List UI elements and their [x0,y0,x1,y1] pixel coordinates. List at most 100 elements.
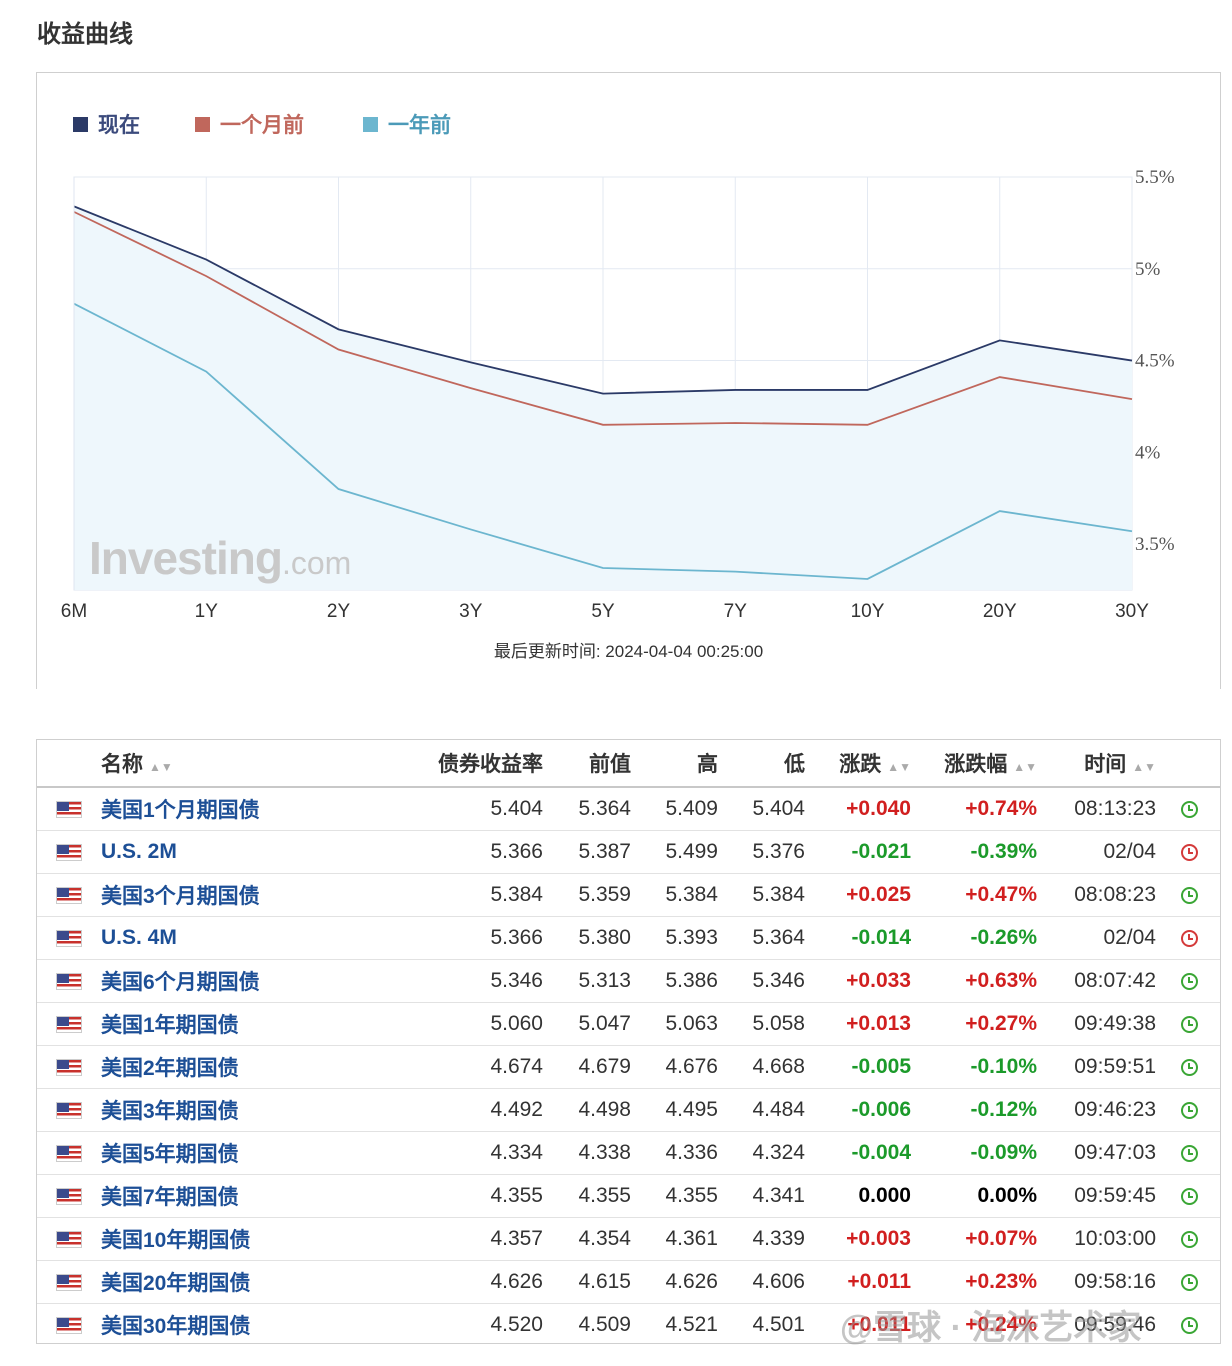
bond-name-link[interactable]: 美国2年期国债 [101,1045,381,1089]
table-row[interactable]: 美国20年期国债 4.626 4.615 4.626 4.606 +0.011 +0.23%… [37,1260,1220,1304]
table-row[interactable]: U.S. 4M 5.366 5.380 5.393 5.364 -0.014 -0.26% 0… [37,916,1220,960]
prev-value: 4.679 [543,1045,631,1089]
us-flag-icon [56,972,82,990]
sort-arrows-icon[interactable]: ▲▼ [1132,760,1156,774]
bond-name-link[interactable]: U.S. 4M [101,916,381,960]
low-value: 4.668 [718,1045,805,1089]
table-row[interactable]: 美国3年期国债 4.492 4.498 4.495 4.484 -0.006 -0.12% 0… [37,1088,1220,1132]
table-row[interactable]: U.S. 2M 5.366 5.387 5.499 5.376 -0.021 -0.39% 0… [37,830,1220,874]
bond-name-link[interactable]: 美国20年期国债 [101,1260,381,1304]
x-tick-label: 7Y [724,601,748,622]
yield-value: 4.520 [381,1303,543,1343]
y-tick-label: 4.5% [1135,351,1175,372]
table-row[interactable]: 美国5年期国债 4.334 4.338 4.336 4.324 -0.004 -0.09% 0… [37,1131,1220,1175]
yield-value: 5.384 [381,873,543,917]
legend-item-month-ago[interactable]: 一个月前 [195,109,304,139]
sort-arrows-icon[interactable]: ▲▼ [887,760,911,774]
low-value: 4.606 [718,1260,805,1304]
table-row[interactable]: 美国3个月期国债 5.384 5.359 5.384 5.384 +0.025 +0.47%… [37,873,1220,917]
table-row[interactable]: 美国6个月期国债 5.346 5.313 5.386 5.346 +0.033 +0.63%… [37,959,1220,1003]
status-cell [1156,1131,1220,1175]
header-name[interactable]: 名称 ▲▼ [101,740,381,788]
change-pct-value: -0.12% [911,1088,1037,1132]
change-value: -0.004 [805,1131,911,1175]
time-value: 08:08:23 [1037,873,1156,917]
legend-item-year-ago[interactable]: 一年前 [363,109,451,139]
green-clock-icon [1180,1144,1198,1162]
change-value: +0.003 [805,1217,911,1261]
series-line [73,205,1133,395]
table-row[interactable]: 美国7年期国债 4.355 4.355 4.355 4.341 0.000 0.00% 09:… [37,1174,1220,1218]
table-row[interactable]: 美国10年期国债 4.357 4.354 4.361 4.339 +0.003 +0.07%… [37,1217,1220,1261]
high-value: 5.063 [631,1002,718,1046]
legend-item-now[interactable]: 现在 [73,109,140,139]
change-pct-value: -0.26% [911,916,1037,960]
bond-name-link[interactable]: U.S. 2M [101,830,381,874]
flag-cell [37,1045,101,1089]
flag-cell [37,1303,101,1343]
header-time[interactable]: 时间 ▲▼ [1037,740,1156,788]
flag-cell [37,873,101,917]
x-tick-label: 10Y [851,601,885,622]
bond-name-link[interactable]: 美国10年期国债 [101,1217,381,1261]
change-pct-value: +0.07% [911,1217,1037,1261]
prev-value: 4.354 [543,1217,631,1261]
high-value: 4.521 [631,1303,718,1343]
change-value: +0.025 [805,873,911,917]
status-cell [1156,1303,1220,1343]
x-tick-label: 3Y [459,601,483,622]
table-row[interactable]: 美国30年期国债 4.520 4.509 4.521 4.501 +0.011 +0.24%… [37,1303,1220,1343]
bond-name-link[interactable]: 美国3年期国债 [101,1088,381,1132]
bond-name-link[interactable]: 美国1个月期国债 [101,787,381,831]
flag-cell [37,1002,101,1046]
prev-value: 4.615 [543,1260,631,1304]
low-value: 4.324 [718,1131,805,1175]
change-value: 0.000 [805,1174,911,1218]
green-clock-icon [1180,1273,1198,1291]
header-change[interactable]: 涨跌 ▲▼ [805,740,911,788]
header-change-pct[interactable]: 涨跌幅 ▲▼ [911,740,1037,788]
bond-name-link[interactable]: 美国5年期国债 [101,1131,381,1175]
time-value: 08:13:23 [1037,787,1156,831]
y-tick-label: 4% [1135,442,1161,463]
change-value: -0.014 [805,916,911,960]
header-low: 低 [718,740,805,788]
bond-name-link[interactable]: 美国30年期国债 [101,1303,381,1343]
time-value: 10:03:00 [1037,1217,1156,1261]
legend-swatch-icon [363,116,378,132]
low-value: 5.058 [718,1002,805,1046]
low-value: 4.339 [718,1217,805,1261]
bond-table: 名称 ▲▼ 债券收益率 前值 高 低 涨跌 ▲▼ 涨跌幅 ▲▼ 时间 ▲▼ 美国1个月期… [36,739,1221,1344]
y-tick-label: 3.5% [1135,534,1175,555]
low-value: 4.501 [718,1303,805,1343]
yield-value: 4.674 [381,1045,543,1089]
us-flag-icon [56,929,82,947]
green-clock-icon [1180,800,1198,818]
time-value: 09:49:38 [1037,1002,1156,1046]
series-line [73,302,1133,580]
status-cell [1156,1002,1220,1046]
high-value: 5.386 [631,959,718,1003]
prev-value: 5.047 [543,1002,631,1046]
status-cell [1156,1174,1220,1218]
sort-arrows-icon[interactable]: ▲▼ [149,760,173,774]
flag-cell [37,1174,101,1218]
sort-arrows-icon[interactable]: ▲▼ [1013,760,1037,774]
header-yield: 债券收益率 [381,740,543,788]
yield-value: 4.355 [381,1174,543,1218]
table-row[interactable]: 美国1年期国债 5.060 5.047 5.063 5.058 +0.013 +0.27% 0… [37,1002,1220,1046]
x-tick-label: 1Y [195,601,219,622]
flag-cell [37,1131,101,1175]
bond-name-link[interactable]: 美国6个月期国债 [101,959,381,1003]
high-value: 4.355 [631,1174,718,1218]
table-row[interactable]: 美国2年期国债 4.674 4.679 4.676 4.668 -0.005 -0.10% 0… [37,1045,1220,1089]
us-flag-icon [56,800,82,818]
time-value: 08:07:42 [1037,959,1156,1003]
table-row[interactable]: 美国1个月期国债 5.404 5.364 5.409 5.404 +0.040 +0.74%… [37,787,1220,831]
change-pct-value: -0.10% [911,1045,1037,1089]
bond-name-link[interactable]: 美国7年期国债 [101,1174,381,1218]
bond-name-link[interactable]: 美国3个月期国债 [101,873,381,917]
us-flag-icon [56,1015,82,1033]
bond-name-link[interactable]: 美国1年期国债 [101,1002,381,1046]
us-flag-icon [56,1273,82,1291]
